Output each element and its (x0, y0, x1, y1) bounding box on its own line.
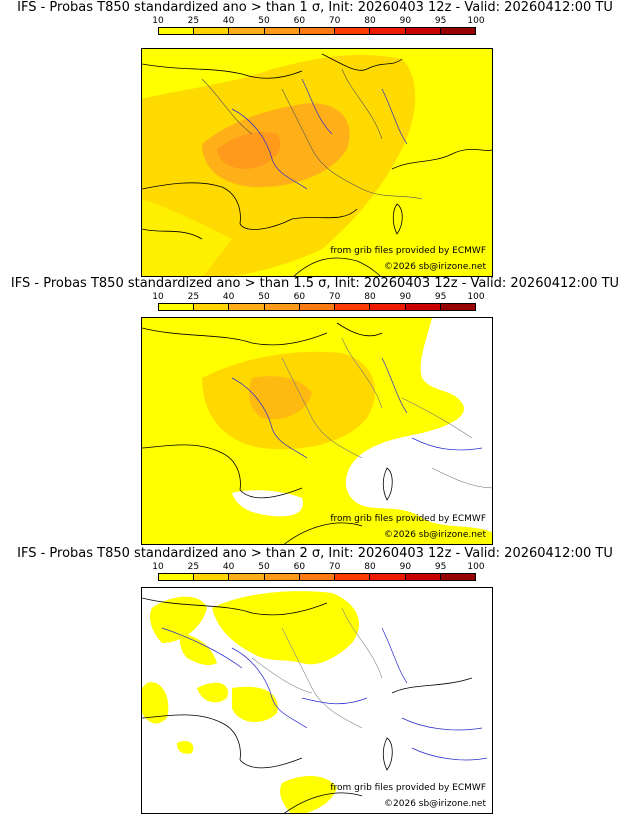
scale-swatch (194, 574, 230, 580)
scale-label: 40 (222, 292, 235, 302)
scale-swatch (159, 28, 195, 34)
scale-swatch (299, 28, 336, 34)
scale-swatch (405, 28, 441, 34)
scale-label: 25 (187, 16, 200, 26)
probability-map: from grib files provided by ECMWF ©2026 … (141, 48, 493, 277)
grib-credit: from grib files provided by ECMWF (330, 246, 486, 256)
scale-label: 40 (222, 562, 235, 572)
copyright-credit: ©2026 sb@irizone.net (384, 530, 486, 540)
scale-swatch (299, 574, 336, 580)
scale-swatch (264, 304, 300, 310)
scale-swatch (194, 28, 230, 34)
color-scale-bar (158, 573, 476, 581)
scale-label: 60 (293, 292, 306, 302)
probability-map: from grib files provided by ECMWF ©2026 … (141, 317, 493, 545)
scale-swatch (370, 574, 406, 580)
scale-swatch (299, 304, 336, 310)
color-scale-bar (158, 303, 476, 311)
map-panel-2: IFS - Probas T850 standardized ano > tha… (0, 276, 630, 546)
scale-swatch (405, 304, 441, 310)
scale-label: 90 (399, 16, 412, 26)
scale-label: 70 (328, 292, 341, 302)
scale-swatch (229, 574, 265, 580)
scale-swatch (229, 304, 265, 310)
scale-label: 100 (467, 562, 485, 572)
scale-label: 80 (364, 562, 376, 572)
scale-swatch (370, 304, 406, 310)
scale-swatch (229, 28, 265, 34)
scale-label: 100 (467, 292, 485, 302)
scale-label: 100 (467, 16, 485, 26)
map-graphic (142, 49, 492, 276)
scale-swatch (405, 574, 441, 580)
scale-label: 10 (152, 562, 164, 572)
scale-swatch (159, 574, 195, 580)
scale-swatch (264, 28, 300, 34)
map-graphic (142, 588, 492, 813)
color-scale-labels: 10 25 40 50 60 70 80 90 95 100 (152, 292, 484, 302)
scale-label: 95 (434, 16, 447, 26)
scale-label: 80 (364, 16, 376, 26)
color-scale-labels: 10 25 40 50 60 70 80 90 95 100 (152, 16, 484, 26)
scale-label: 60 (293, 562, 306, 572)
map-panel-3: IFS - Probas T850 standardized ano > tha… (0, 546, 630, 816)
scale-label: 80 (364, 292, 376, 302)
scale-swatch (194, 304, 230, 310)
color-scale-bar (158, 27, 476, 35)
color-scale-labels: 10 25 40 50 60 70 80 90 95 100 (152, 562, 484, 572)
grib-credit: from grib files provided by ECMWF (330, 783, 486, 793)
probability-map: from grib files provided by ECMWF ©2026 … (141, 587, 493, 814)
scale-label: 90 (399, 292, 412, 302)
scale-label: 70 (328, 562, 341, 572)
scale-swatch (440, 28, 475, 34)
panel-title: IFS - Probas T850 standardized ano > tha… (10, 276, 620, 291)
scale-label: 40 (222, 16, 235, 26)
map-graphic (142, 318, 492, 544)
scale-swatch (159, 304, 195, 310)
grib-credit: from grib files provided by ECMWF (330, 514, 486, 524)
map-panel-1: IFS - Probas T850 standardized ano > tha… (0, 0, 630, 277)
copyright-credit: ©2026 sb@irizone.net (384, 262, 486, 272)
scale-swatch (440, 574, 475, 580)
panel-title: IFS - Probas T850 standardized ano > tha… (17, 546, 613, 561)
scale-swatch (440, 304, 475, 310)
scale-swatch (370, 28, 406, 34)
scale-label: 90 (399, 562, 412, 572)
scale-label: 95 (434, 562, 447, 572)
scale-label: 25 (187, 562, 200, 572)
scale-label: 50 (258, 292, 270, 302)
scale-swatch (335, 304, 371, 310)
scale-label: 25 (187, 292, 200, 302)
scale-swatch (335, 28, 371, 34)
copyright-credit: ©2026 sb@irizone.net (384, 799, 486, 809)
scale-label: 60 (293, 16, 306, 26)
scale-label: 50 (258, 562, 270, 572)
scale-label: 10 (152, 16, 164, 26)
scale-label: 95 (434, 292, 447, 302)
scale-label: 10 (152, 292, 164, 302)
scale-label: 70 (328, 16, 341, 26)
scale-label: 50 (258, 16, 270, 26)
scale-swatch (335, 574, 371, 580)
panel-title: IFS - Probas T850 standardized ano > tha… (17, 0, 613, 15)
scale-swatch (264, 574, 300, 580)
